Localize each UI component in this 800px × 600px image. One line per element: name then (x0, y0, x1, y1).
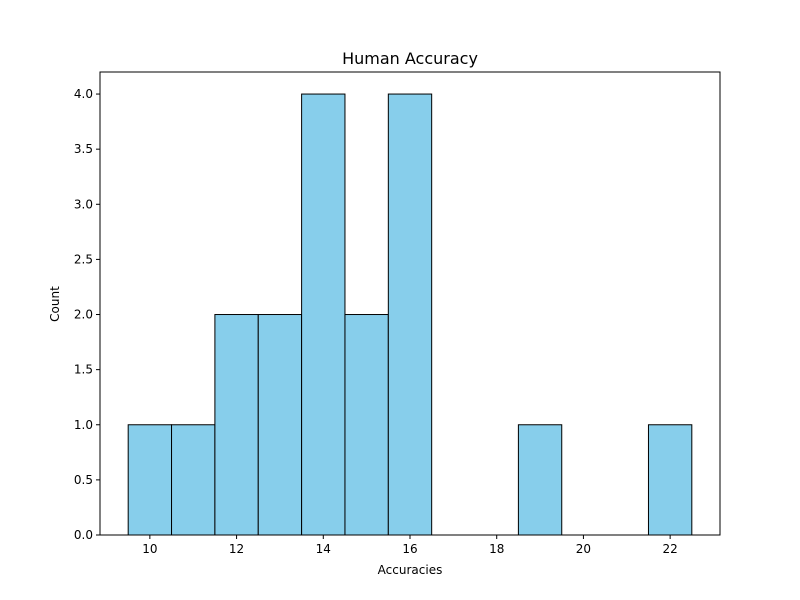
histogram-bar (344, 314, 389, 536)
x-tick-label: 12 (229, 542, 244, 556)
histogram-bar (517, 424, 563, 536)
x-tick-label: 22 (662, 542, 677, 556)
y-tick-label: 2.5 (74, 252, 93, 266)
histogram-bar (257, 314, 303, 536)
y-axis-ticks: 0.0 0.5 1.0 1.5 2.0 2.5 3.0 3.5 4.0 (74, 87, 100, 542)
y-tick-label: 3.5 (74, 142, 93, 156)
bars-group (127, 93, 693, 536)
y-tick-label: 0.0 (74, 528, 93, 542)
histogram-bar (127, 424, 173, 536)
histogram-bar (171, 424, 216, 536)
x-tick-label: 14 (316, 542, 331, 556)
chart-title: Human Accuracy (342, 49, 478, 68)
y-tick-label: 1.5 (74, 363, 93, 377)
y-tick-label: 0.5 (74, 473, 93, 487)
y-tick-label: 4.0 (74, 87, 93, 101)
histogram-bar (647, 424, 693, 536)
x-tick-label: 18 (489, 542, 504, 556)
x-tick-label: 20 (576, 542, 591, 556)
x-axis-label: Accuracies (378, 563, 443, 577)
histogram-bar (387, 93, 433, 536)
y-axis-label: Count (48, 286, 62, 322)
x-tick-label: 16 (402, 542, 417, 556)
histogram-bar (214, 314, 259, 536)
x-tick-label: 10 (142, 542, 157, 556)
y-tick-label: 1.0 (74, 418, 93, 432)
histogram-bar (301, 93, 346, 536)
y-tick-label: 3.0 (74, 197, 93, 211)
y-tick-label: 2.0 (74, 308, 93, 322)
x-axis-ticks: 10 12 14 16 18 20 22 (142, 535, 678, 556)
